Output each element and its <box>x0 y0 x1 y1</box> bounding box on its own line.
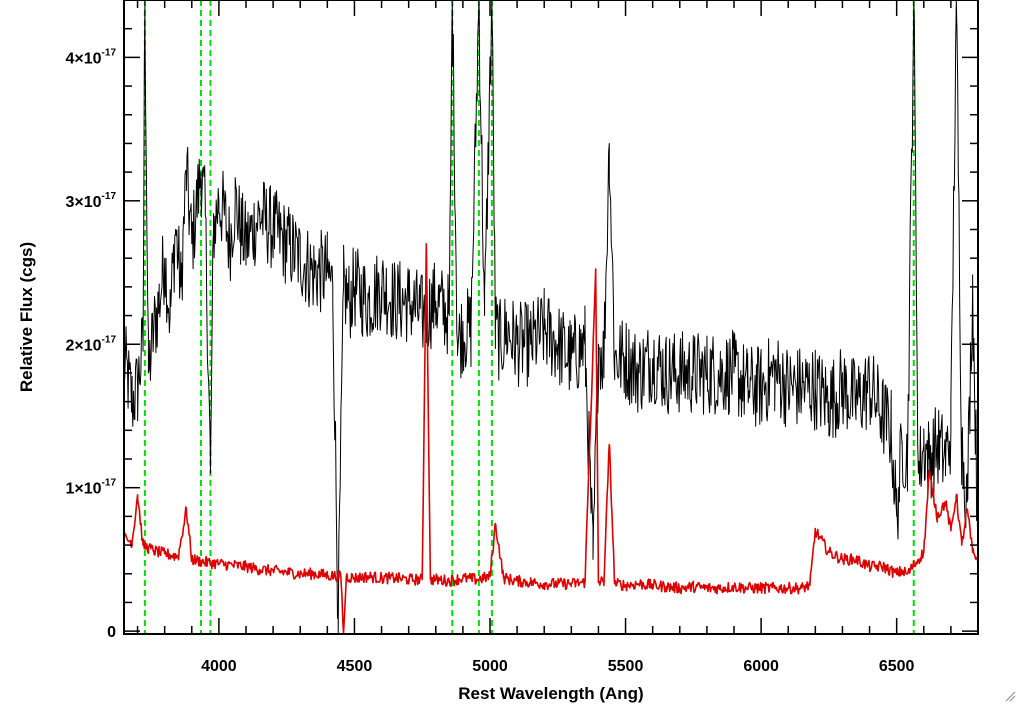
resize-grip-icon[interactable] <box>1004 690 1016 702</box>
x-tick-label: 6500 <box>879 658 915 675</box>
axes-frame <box>123 0 979 635</box>
series-line-1 <box>123 243 979 635</box>
y-tick-mantissa: 0 <box>107 624 116 641</box>
x-tick-label: 5000 <box>472 658 508 675</box>
y-tick-mantissa: 4×10 <box>66 50 102 67</box>
x-tick-label: 6000 <box>743 658 779 675</box>
y-tick-label: 4×10-17 <box>66 47 117 67</box>
x-tick-label: 5500 <box>608 658 644 675</box>
y-tick-exponent: -17 <box>102 334 117 345</box>
y-tick-exponent: -17 <box>102 191 117 202</box>
y-tick-labels: 01×10-172×10-173×10-174×10-17 <box>66 47 117 641</box>
y-axis-title: Relative Flux (cgs) <box>17 242 36 392</box>
x-axis-title: Rest Wavelength (Ang) <box>458 684 643 703</box>
plot-frame <box>123 0 979 635</box>
y-tick-mantissa: 2×10 <box>66 337 102 354</box>
x-tick-label: 4000 <box>201 658 237 675</box>
spectrum-series <box>123 0 979 635</box>
y-tick-label: 1×10-17 <box>66 478 117 498</box>
y-tick-exponent: -17 <box>102 478 117 489</box>
y-tick-mantissa: 3×10 <box>66 194 102 211</box>
y-tick-mantissa: 1×10 <box>66 481 102 498</box>
y-tick-exponent: -17 <box>102 47 117 58</box>
y-tick-label: 3×10-17 <box>66 191 117 211</box>
y-tick-label: 2×10-17 <box>66 334 117 354</box>
series-line-0 <box>123 0 979 635</box>
x-tick-label: 4500 <box>337 658 373 675</box>
x-tick-labels: 4000 4500 5000 5500 6000 6500 <box>201 658 914 675</box>
y-tick-label: 0 <box>107 624 116 641</box>
emission-line-markers <box>143 0 915 634</box>
